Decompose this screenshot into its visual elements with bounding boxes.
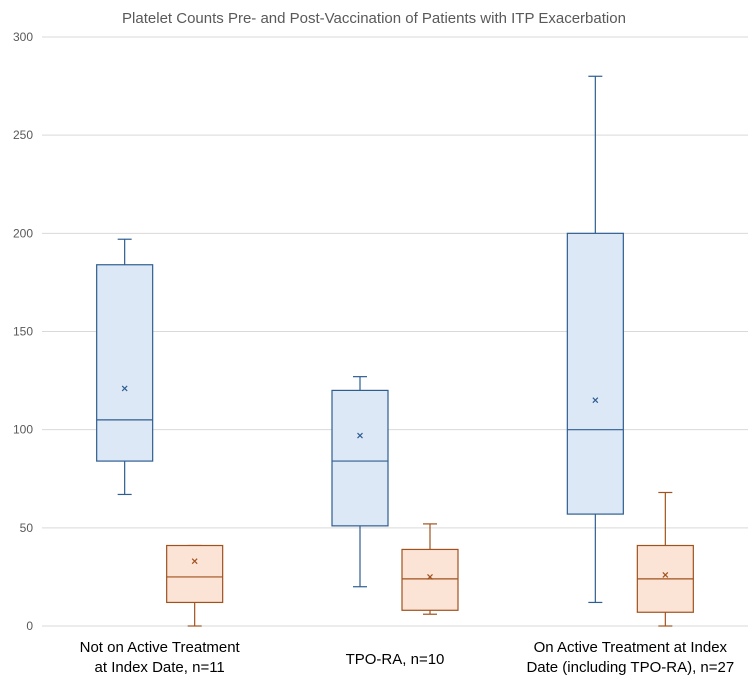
mean-marker [662,572,669,578]
x-category-label: TPO-RA, n=10 [346,651,445,668]
y-tick-label: 300 [13,30,33,44]
y-tick-label: 250 [13,128,33,142]
x-category-label: Date (including TPO-RA), n=27 [526,659,734,676]
box-plot [96,238,154,496]
mean-marker [592,397,599,404]
mean-marker [121,385,128,392]
box-iqr [96,264,154,462]
plot-area [96,75,694,627]
box-plot [636,491,694,627]
x-category-label: at Index Date, n=11 [95,659,225,676]
box-plot [331,376,389,588]
gridlines [42,36,748,627]
chart-title: Platelet Counts Pre- and Post-Vaccinatio… [122,10,626,27]
box-plot [166,544,224,627]
box-iqr [401,548,459,611]
x-axis-categories: Not on Active Treatment at Index Date, n=… [80,639,735,676]
box-iqr [566,232,624,515]
mean-marker [191,558,198,565]
mean-marker [427,573,433,580]
y-tick-label: 0 [26,619,33,633]
y-tick-label: 100 [13,423,33,437]
y-tick-label: 200 [13,226,33,240]
y-axis-ticks: 0 50 100 150 200 250 300 [13,30,33,633]
x-category-label: On Active Treatment at Index [534,639,728,656]
box-iqr [166,544,224,604]
box-iqr [331,389,389,527]
y-tick-label: 50 [20,521,34,535]
mean-marker [357,432,363,439]
box-plot [401,523,459,615]
x-category-label: Not on Active Treatment [80,639,241,656]
y-tick-label: 150 [13,325,33,339]
box-plot [566,75,624,604]
